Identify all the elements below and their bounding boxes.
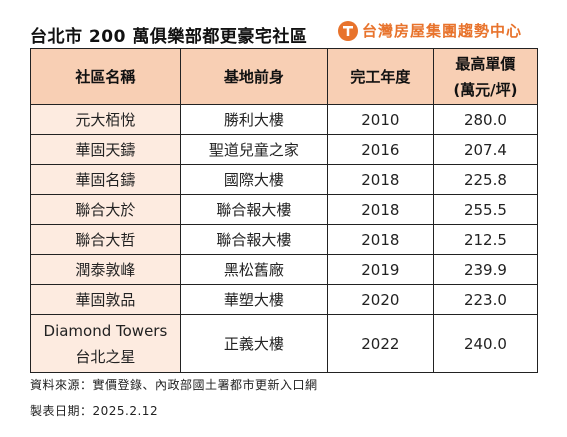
community-name-line1: Diamond Towers xyxy=(43,321,168,340)
completion-year: 2010 xyxy=(326,104,434,135)
completion-year: 2020 xyxy=(326,284,434,315)
taiwan-realty-logo-icon xyxy=(338,20,358,41)
table-row: 潤泰敦峰 黑松舊廠 2019 239.9 xyxy=(30,254,539,285)
header-community: 社區名稱 xyxy=(30,48,181,105)
community-name: 華固名鑄 xyxy=(30,164,181,195)
header-former-base: 基地前身 xyxy=(179,48,328,105)
max-price: 223.0 xyxy=(432,284,539,315)
header-max-price-label: 最高單價 xyxy=(455,54,516,73)
completion-year: 2019 xyxy=(326,254,434,285)
max-price: 207.4 xyxy=(432,134,539,165)
completion-year: 2018 xyxy=(326,164,434,195)
table-row: 華固名鑄 國際大樓 2018 225.8 xyxy=(30,164,539,195)
table-row: 華固天鑄 聖道兒童之家 2016 207.4 xyxy=(30,134,539,165)
max-price: 225.8 xyxy=(432,164,539,195)
brand-name: 台灣房屋集團趨勢中心 xyxy=(362,22,523,40)
luxury-community-table: 社區名稱 基地前身 完工年度 最高單價 (萬元/坪) 元大栢悅 勝利大樓 201… xyxy=(30,48,539,373)
former-base: 國際大樓 xyxy=(179,164,328,195)
community-name: Diamond Towers 台北之星 xyxy=(30,314,181,373)
community-name: 華固天鑄 xyxy=(30,134,181,165)
former-base: 勝利大樓 xyxy=(179,104,328,135)
community-name: 潤泰敦峰 xyxy=(30,254,181,285)
table-header-row: 社區名稱 基地前身 完工年度 最高單價 (萬元/坪) xyxy=(30,48,539,105)
data-source-note: 資料來源：實價登錄、內政部國土署都市更新入口網 xyxy=(30,378,318,392)
former-base: 華塑大樓 xyxy=(179,284,328,315)
community-name-line2: 台北之星 xyxy=(75,347,136,366)
former-base: 正義大樓 xyxy=(179,314,328,373)
max-price: 240.0 xyxy=(432,314,539,373)
max-price: 239.9 xyxy=(432,254,539,285)
max-price: 212.5 xyxy=(432,224,539,255)
header-completion-year: 完工年度 xyxy=(326,48,434,105)
completion-year: 2016 xyxy=(326,134,434,165)
community-name: 元大栢悅 xyxy=(30,104,181,135)
table-row: 華固敦品 華塑大樓 2020 223.0 xyxy=(30,284,539,315)
community-name: 聯合大於 xyxy=(30,194,181,225)
completion-year: 2022 xyxy=(326,314,434,373)
table-row: 聯合大於 聯合報大樓 2018 255.5 xyxy=(30,194,539,225)
table-row: 元大栢悅 勝利大樓 2010 280.0 xyxy=(30,104,539,135)
community-name: 聯合大哲 xyxy=(30,224,181,255)
former-base: 聯合報大樓 xyxy=(179,194,328,225)
completion-year: 2018 xyxy=(326,194,434,225)
table-row: 聯合大哲 聯合報大樓 2018 212.5 xyxy=(30,224,539,255)
community-name: 華固敦品 xyxy=(30,284,181,315)
page-title: 台北市 200 萬俱樂部都更豪宅社區 xyxy=(30,27,308,47)
header-max-price-unit: (萬元/坪) xyxy=(453,80,518,99)
table-row: Diamond Towers 台北之星 正義大樓 2022 240.0 xyxy=(30,314,539,373)
max-price: 255.5 xyxy=(432,194,539,225)
completion-year: 2018 xyxy=(326,224,434,255)
former-base: 黑松舊廠 xyxy=(179,254,328,285)
former-base: 聖道兒童之家 xyxy=(179,134,328,165)
brand: 台灣房屋集團趨勢中心 xyxy=(338,20,522,41)
former-base: 聯合報大樓 xyxy=(179,224,328,255)
max-price: 280.0 xyxy=(432,104,539,135)
header-max-price: 最高單價 (萬元/坪) xyxy=(432,48,539,105)
compile-date-note: 製表日期：2025.2.12 xyxy=(30,404,159,418)
